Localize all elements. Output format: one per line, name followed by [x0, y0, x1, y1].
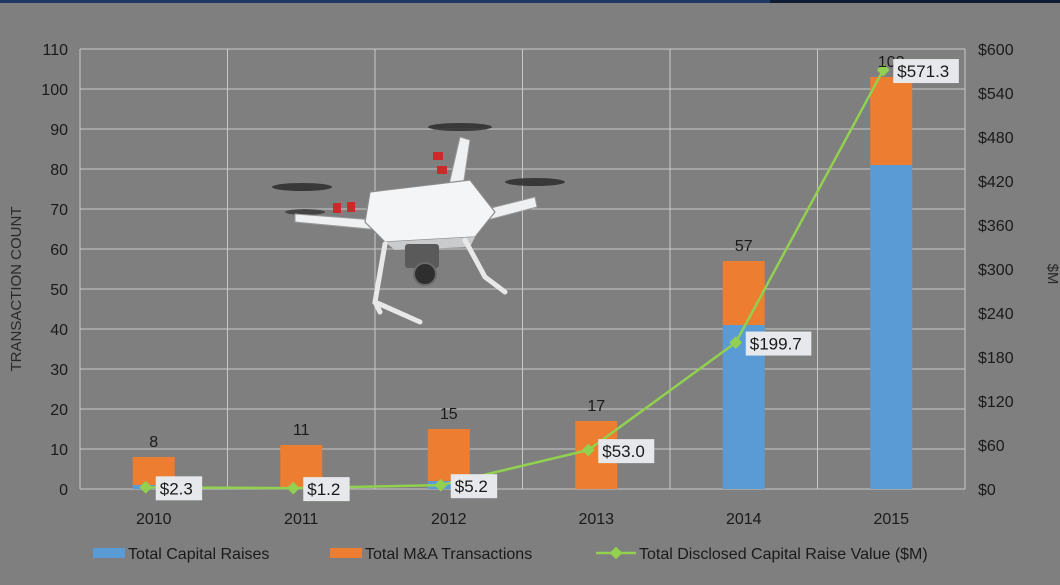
y-tick-label: 110 — [42, 42, 68, 59]
y-tick-label: 30 — [50, 362, 68, 379]
bar-total-label: 17 — [587, 398, 605, 415]
y-tick-label: 70 — [50, 202, 68, 219]
legend-capital-raises-swatch — [93, 548, 125, 558]
line-value-label: $571.3 — [897, 62, 949, 81]
drone-rotor-blade — [428, 123, 492, 131]
legend-capital-raise-value-label: Total Disclosed Capital Raise Value ($M) — [639, 546, 928, 563]
bar-ma-transactions — [870, 77, 913, 165]
y2-tick-label: $180 — [978, 350, 1014, 367]
y-tick-label: 60 — [50, 242, 68, 259]
line-marker — [286, 481, 300, 495]
y2-axis-title: $M — [1044, 264, 1060, 285]
x-tick-label: 2015 — [873, 511, 909, 528]
bar-total-label: 15 — [440, 406, 458, 423]
y2-tick-label: $360 — [978, 218, 1014, 235]
axes: 0 10 20 30 40 50 60 70 80 90 100 110 $0 $60 $120 $180 $2… — [8, 42, 1060, 528]
y-tick-label: 20 — [50, 402, 68, 419]
line-marker — [139, 480, 153, 494]
y2-tick-label: $120 — [978, 394, 1014, 411]
y2-tick-label: $540 — [978, 86, 1014, 103]
x-tick-label: 2012 — [431, 511, 467, 528]
y2-tick-label: $0 — [978, 482, 996, 499]
y2-tick-label: $420 — [978, 174, 1014, 191]
legend: Total Capital Raises Total M&A Transactio… — [93, 546, 928, 563]
capital-raise-value-line — [139, 63, 890, 495]
y-tick-label: 10 — [50, 442, 68, 459]
y-tick-label: 90 — [50, 122, 68, 139]
legend-capital-raise-value-marker — [609, 546, 623, 560]
line-label-box — [893, 59, 959, 84]
line-label-box — [303, 477, 350, 502]
drone-illustration — [272, 123, 565, 325]
top-border-line-dark — [770, 0, 1060, 3]
bar-ma-transactions — [722, 261, 765, 325]
y2-tick-label: $240 — [978, 306, 1014, 323]
y-tick-label: 80 — [50, 162, 68, 179]
drone-landing-gear — [462, 237, 508, 295]
drone-camera — [413, 262, 437, 286]
bar-ma-transactions — [427, 429, 470, 481]
line-value-label: $5.2 — [455, 477, 488, 496]
x-tick-label: 2014 — [726, 511, 762, 528]
y-tick-label: 100 — [41, 82, 68, 99]
y-tick-label: 40 — [50, 322, 68, 339]
bar-capital-raises — [870, 165, 913, 489]
drone-stripe — [433, 152, 443, 160]
line-label-box — [745, 331, 812, 356]
line-value-label: $2.3 — [160, 479, 193, 498]
x-tick-label: 2013 — [578, 511, 614, 528]
y-axis-title: TRANSACTION COUNT — [8, 207, 25, 372]
legend-ma-transactions-label: Total M&A Transactions — [365, 546, 532, 563]
y2-tick-label: $60 — [978, 438, 1005, 455]
y2-tick-label: $600 — [978, 42, 1014, 59]
drone-stripe — [437, 166, 447, 174]
y-tick-label: 50 — [50, 282, 68, 299]
drone-landing-gear — [372, 241, 423, 325]
line-value-label: $1.2 — [307, 480, 340, 499]
drone-rotor-blade — [272, 183, 332, 191]
drone-rotor-blade — [505, 178, 565, 186]
drone-stripe — [333, 203, 341, 213]
line-marker — [434, 478, 448, 492]
bar-total-label: 57 — [735, 238, 753, 255]
legend-ma-transactions-swatch — [330, 548, 362, 558]
line-value-label: $199.7 — [750, 335, 802, 354]
line-path — [145, 69, 885, 490]
drone-rotor-blade — [285, 209, 325, 215]
legend-capital-raises-label: Total Capital Raises — [128, 546, 269, 563]
bar-total-label: 8 — [149, 434, 158, 451]
line-label-box — [598, 439, 655, 464]
y2-tick-label: $300 — [978, 262, 1014, 279]
line-value-label: $53.0 — [602, 442, 645, 461]
bar-total-label: 11 — [293, 422, 310, 439]
drone-gimbal — [405, 244, 439, 268]
x-tick-label: 2011 — [284, 511, 319, 528]
y2-tick-label: $480 — [978, 130, 1014, 147]
bar-capital-raises — [427, 481, 470, 489]
line-label-box — [450, 474, 498, 499]
line-label-box — [155, 476, 203, 501]
top-border-line — [0, 0, 1060, 3]
x-tick-label: 2010 — [136, 511, 172, 528]
y-tick-label: 0 — [59, 482, 68, 499]
gridlines — [79, 48, 966, 490]
drone-body — [364, 179, 496, 243]
drone-stripe — [347, 202, 355, 212]
